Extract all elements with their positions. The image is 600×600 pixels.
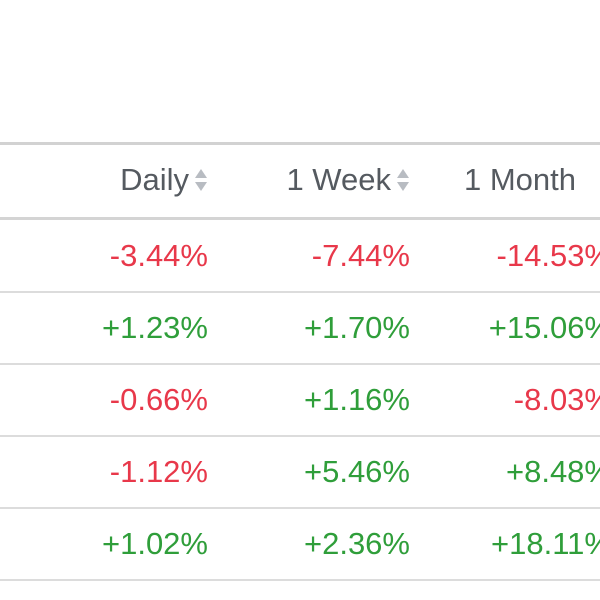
daily-change-cell: -1.12% — [109, 454, 208, 489]
daily-change-cell: -3.44% — [109, 238, 208, 273]
column-header-daily-label: Daily — [120, 162, 189, 197]
table-row[interactable]: -0.66% +1.16% -8.03% — [0, 364, 600, 437]
week-change-cell: +2.36% — [303, 526, 410, 561]
row-divider — [0, 291, 600, 293]
month-change-cell: +18.11% — [491, 526, 600, 561]
row-divider — [0, 579, 600, 581]
daily-change-cell: +1.02% — [101, 526, 208, 561]
table-row[interactable]: +1.23% +1.70% +15.06% — [0, 292, 600, 365]
month-change-cell: +15.06% — [488, 310, 600, 345]
column-header-1-month[interactable]: 1 Month — [464, 142, 576, 218]
month-change-cell: -8.03% — [513, 382, 600, 417]
sort-arrows-icon[interactable] — [194, 167, 208, 193]
sort-arrows-icon[interactable] — [396, 167, 410, 193]
week-change-cell: +5.46% — [303, 454, 410, 489]
column-header-1-week[interactable]: 1 Week — [286, 142, 410, 218]
month-change-cell: +8.48% — [505, 454, 600, 489]
daily-change-cell: +1.23% — [101, 310, 208, 345]
daily-change-cell: -0.66% — [109, 382, 208, 417]
column-header-1-month-label: 1 Month — [464, 162, 577, 197]
row-divider — [0, 507, 600, 509]
row-divider — [0, 435, 600, 437]
table-row[interactable]: -3.44% -7.44% -14.53% — [0, 220, 600, 293]
row-divider — [0, 363, 600, 365]
column-header-daily[interactable]: Daily — [120, 142, 208, 218]
week-change-cell: -7.44% — [311, 238, 410, 273]
week-change-cell: +1.16% — [303, 382, 410, 417]
table-header-row: Daily 1 Week 1 Month — [0, 142, 600, 218]
header-bottom-border — [0, 217, 600, 220]
column-header-1-week-label: 1 Week — [286, 162, 391, 197]
table-top-border — [0, 142, 600, 145]
month-change-cell: -14.53% — [496, 238, 600, 273]
table-row[interactable]: -1.12% +5.46% +8.48% — [0, 436, 600, 509]
table-row[interactable]: +1.02% +2.36% +18.11% — [0, 508, 600, 581]
week-change-cell: +1.70% — [303, 310, 410, 345]
